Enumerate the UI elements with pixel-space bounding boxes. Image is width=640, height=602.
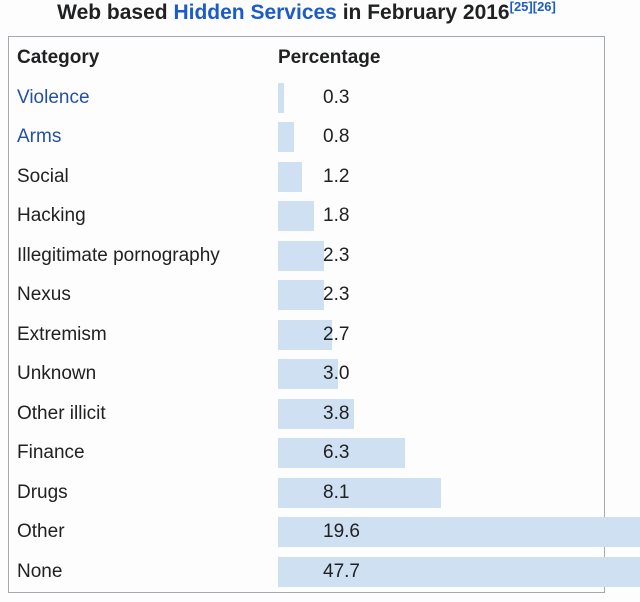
table-row: Drugs 8.1: [9, 473, 604, 513]
chart-title: Web based Hidden Services in February 20…: [8, 0, 605, 25]
table-row: Unknown 3.0: [9, 355, 604, 395]
ref-26-link[interactable]: [26]: [532, 0, 556, 14]
category-label: Drugs: [17, 481, 68, 503]
column-header-percentage: Percentage: [278, 46, 381, 68]
percentage-cell: 1.2: [278, 157, 604, 197]
percentage-cell: 47.7: [278, 552, 640, 592]
percentage-value: 2.7: [323, 323, 350, 345]
percentage-value: 19.6: [323, 521, 360, 543]
percentage-bar: [278, 319, 333, 350]
table-row: Violence 0.3: [9, 78, 604, 118]
column-header-category: Category: [17, 46, 100, 68]
percentage-bar: [278, 240, 325, 271]
percentage-value: 2.3: [323, 284, 350, 306]
percentage-value: 8.1: [323, 481, 350, 503]
category-label: Finance: [17, 442, 85, 464]
percentage-value: 0.3: [323, 86, 350, 108]
percentage-bar: [278, 477, 441, 508]
hidden-services-table: Category Percentage Violence 0.3 Arms 0.…: [8, 36, 640, 593]
title-text-suffix: in February 2016: [336, 1, 510, 24]
table-row: Other illicit 3.8: [9, 394, 604, 434]
percentage-bar: [278, 280, 325, 311]
percentage-cell: 0.3: [278, 78, 604, 118]
percentage-bar: [278, 438, 405, 469]
table-row: Extremism 2.7: [9, 315, 604, 355]
category-label: Arms: [9, 126, 278, 148]
category-label: Other illicit: [17, 402, 106, 424]
category-label: Social: [17, 165, 69, 187]
category-label: Other: [17, 521, 65, 543]
table-row: Nexus 2.3: [9, 276, 604, 316]
category-link[interactable]: Violence: [17, 86, 90, 108]
table-row: Hacking 1.8: [9, 197, 604, 237]
percentage-value: 1.2: [323, 165, 350, 187]
percentage-value: 3.8: [323, 402, 350, 424]
percentage-cell: 6.3: [278, 434, 604, 474]
percentage-bar: [278, 122, 295, 153]
table-row: Finance 6.3: [9, 434, 604, 474]
category-label: Unknown: [17, 363, 97, 385]
percentage-bar: [278, 398, 355, 429]
title-link-hidden-services[interactable]: Hidden Services: [173, 1, 337, 24]
percentage-bar: [278, 161, 303, 192]
percentage-bar: [278, 517, 640, 548]
percentage-value: 1.8: [323, 205, 350, 227]
percentage-cell: 2.3: [278, 236, 604, 276]
table-header-row: Category Percentage: [9, 37, 604, 78]
category-label: Extremism: [17, 323, 107, 345]
percentage-bar: [278, 201, 315, 232]
category-label: Illegitimate pornography: [17, 244, 220, 266]
title-refs: [25][26]: [510, 0, 556, 14]
percentage-cell: 2.7: [278, 315, 604, 355]
category-label: Hacking: [17, 205, 86, 227]
percentage-cell: 0.8: [278, 118, 604, 158]
percentage-bar: [278, 82, 285, 113]
category-label: None: [17, 560, 63, 582]
ref-25-link[interactable]: [25]: [509, 0, 533, 14]
percentage-cell: 3.0: [278, 355, 604, 395]
percentage-cell: 8.1: [278, 473, 604, 513]
table-body: Violence 0.3 Arms 0.8 Social 1.2 Hacking…: [9, 78, 640, 592]
category-label: Nexus: [17, 284, 71, 306]
category-label: Violence: [9, 87, 278, 109]
percentage-cell: 19.6: [278, 513, 640, 553]
title-text-prefix: Web based: [57, 1, 174, 24]
percentage-cell: 2.3: [278, 276, 604, 316]
table-row: Arms 0.8: [9, 118, 604, 158]
percentage-cell: 3.8: [278, 394, 604, 434]
percentage-value: 47.7: [323, 560, 360, 582]
percentage-bar: [278, 556, 640, 587]
table-row: Social 1.2: [9, 157, 604, 197]
percentage-value: 0.8: [323, 126, 350, 148]
percentage-value: 3.0: [323, 363, 350, 385]
percentage-value: 6.3: [323, 442, 350, 464]
table-row: Other 19.6: [9, 513, 640, 553]
table-row: Illegitimate pornography 2.3: [9, 236, 604, 276]
table-row: None 47.7: [9, 552, 640, 592]
percentage-value: 2.3: [323, 244, 350, 266]
percentage-bar: [278, 359, 339, 390]
category-link[interactable]: Arms: [17, 126, 62, 148]
percentage-cell: 1.8: [278, 197, 604, 237]
